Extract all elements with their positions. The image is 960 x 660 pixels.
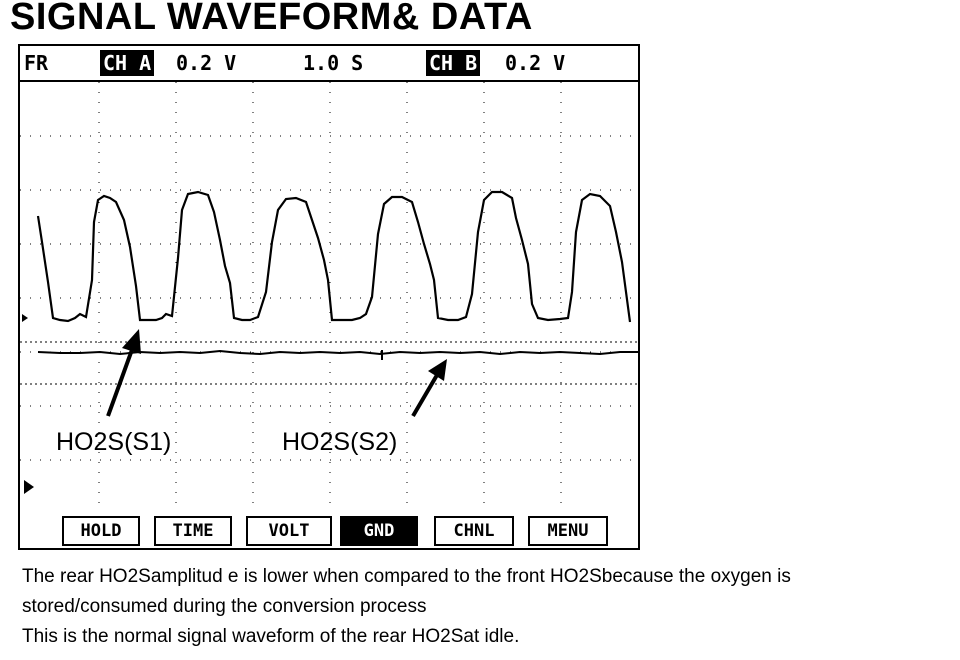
channel-a-label[interactable]: CH A — [100, 50, 155, 76]
hold-button[interactable]: HOLD — [62, 516, 140, 546]
waveform-plot: HO2S(S1) HO2S(S2) — [20, 82, 638, 512]
scope-header: FR CH A 0.2 V 1.0 S CH B 0.2 V — [20, 46, 638, 82]
gnd-button[interactable]: GND — [340, 516, 418, 546]
volt-button[interactable]: VOLT — [246, 516, 332, 546]
channel-b-volts: 0.2 V — [505, 51, 566, 75]
ho2s-s1-waveform — [36, 190, 632, 323]
channel-a-volts: 0.2 V — [176, 51, 237, 75]
oscilloscope-screen: FR CH A 0.2 V 1.0 S CH B 0.2 V — [18, 44, 640, 550]
s2-label: HO2S(S2) — [282, 428, 397, 456]
caption-line-3: This is the normal signal waveform of th… — [22, 626, 520, 647]
channel-b-label[interactable]: CH B — [426, 50, 481, 76]
s2-pointer-arrow — [411, 359, 447, 418]
softkey-bar: HOLD TIME VOLT GND CHNL MENU — [20, 512, 638, 548]
ho2s-s2-waveform — [37, 349, 638, 356]
s1-label: HO2S(S1) — [56, 428, 171, 456]
caption-line-1: The rear HO2Samplitud e is lower when co… — [22, 566, 791, 587]
frame-label: FR — [24, 51, 49, 75]
s1-pointer-arrow — [106, 329, 141, 417]
page-title: SIGNAL WAVEFORM& DATA — [10, 0, 533, 38]
time-button[interactable]: TIME — [154, 516, 232, 546]
caption-line-2: stored/consumed during the conversion pr… — [22, 596, 427, 617]
channel-a-marker — [22, 314, 28, 322]
menu-button[interactable]: MENU — [528, 516, 608, 546]
timebase-value: 1.0 S — [303, 51, 364, 75]
channel-button[interactable]: CHNL — [434, 516, 514, 546]
trigger-marker — [24, 480, 34, 494]
